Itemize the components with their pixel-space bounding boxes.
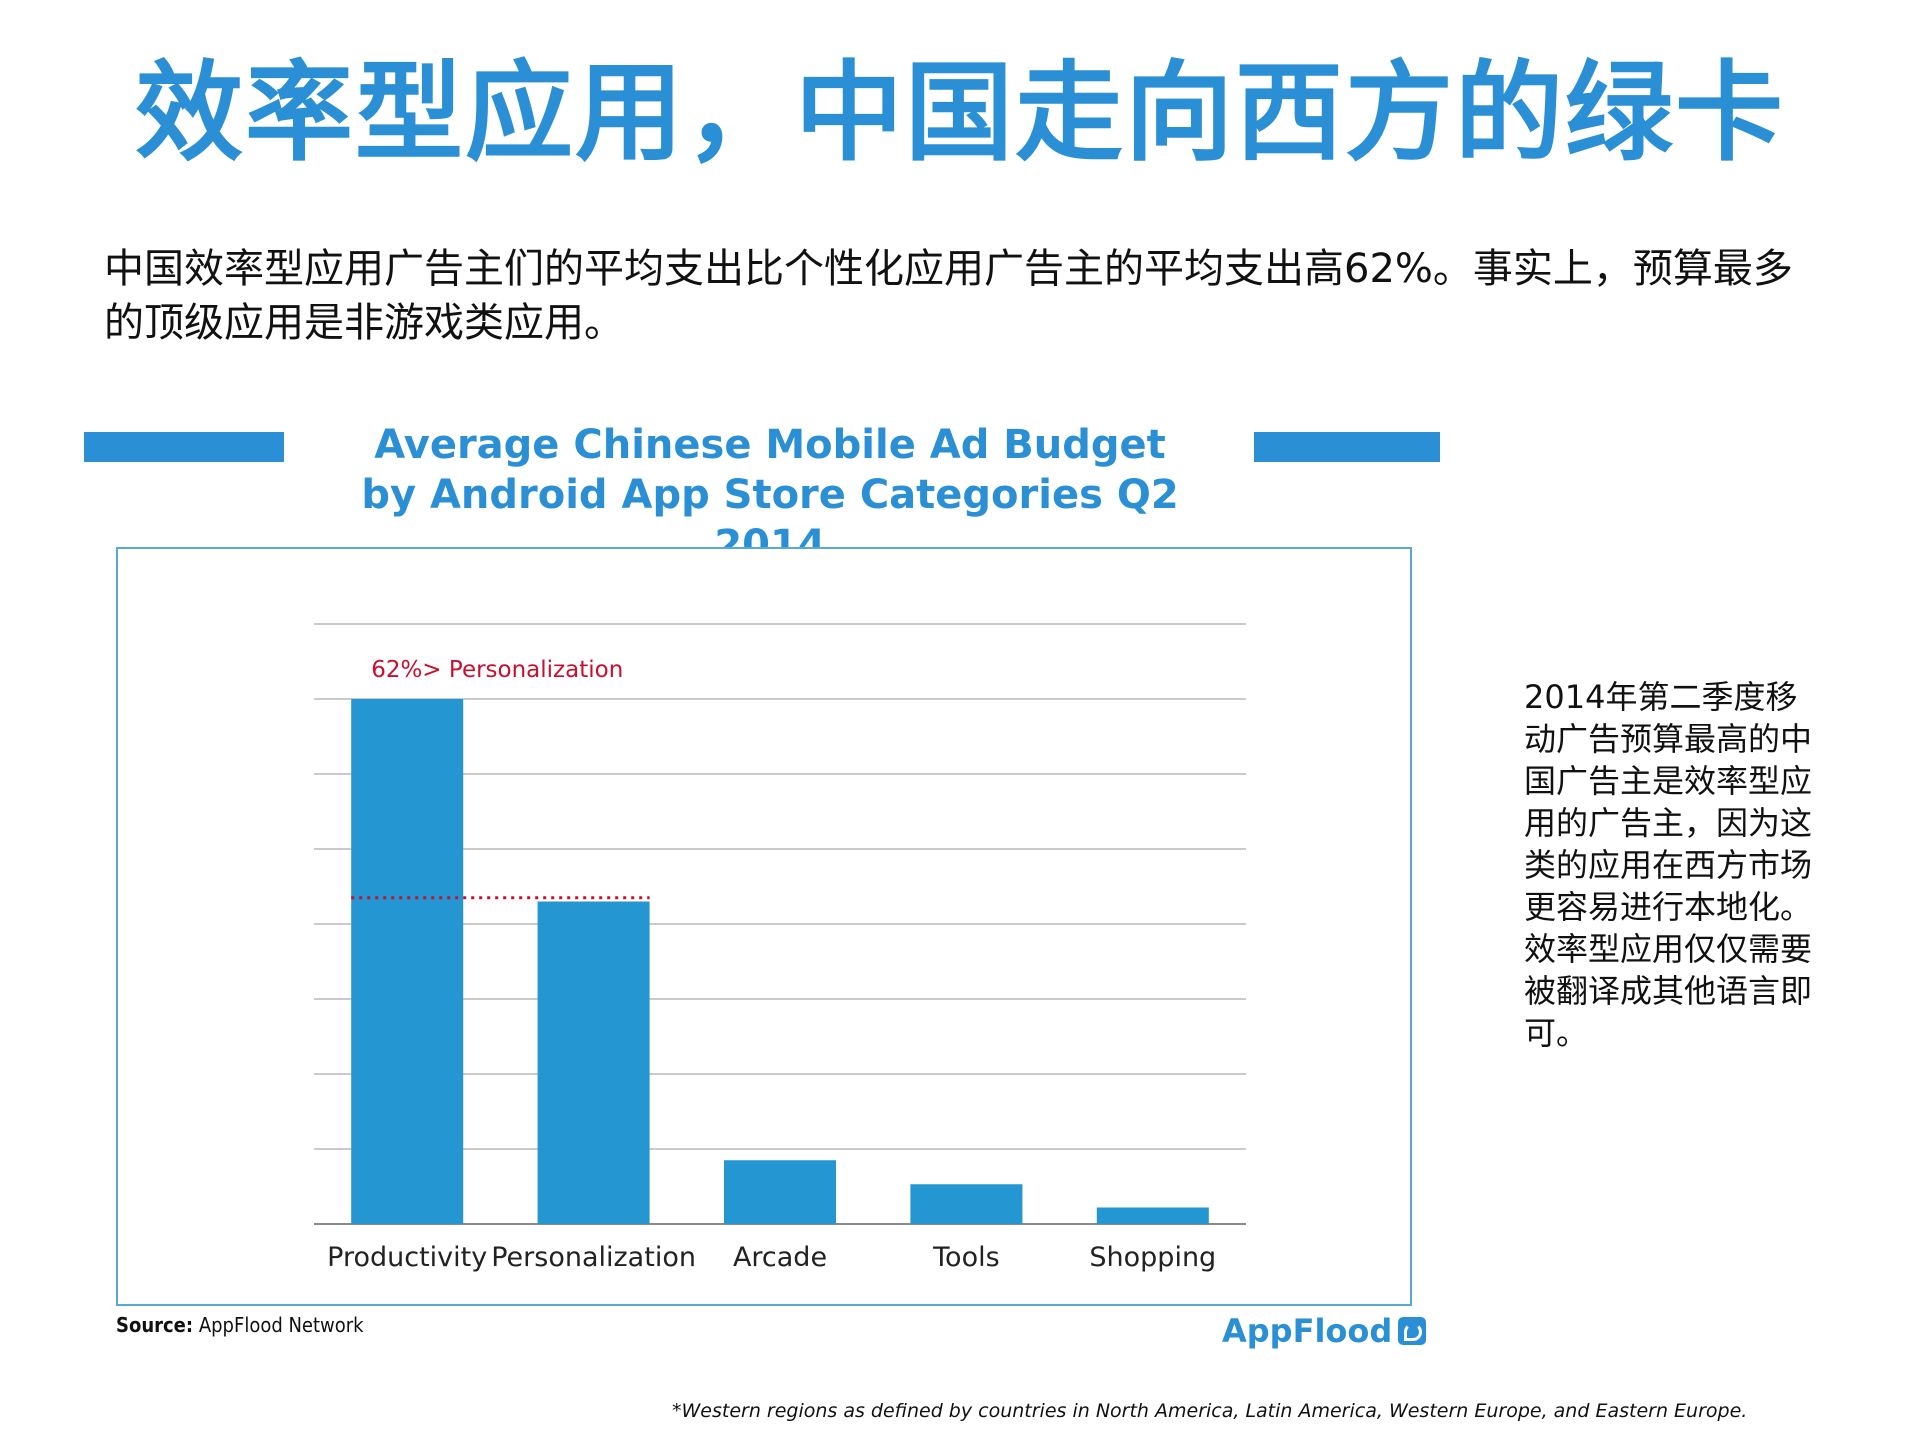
title-accent-bar-left: [84, 432, 284, 462]
source-credit: Source: AppFlood Network: [116, 1313, 364, 1337]
footnote: *Western regions as defined by countries…: [672, 1400, 1748, 1422]
page-title: 效率型应用，中国走向西方的绿卡: [134, 51, 1785, 176]
chart-title-line-2: by Android App Store Categories Q2 2014: [361, 472, 1179, 568]
bar-personalization: [537, 901, 650, 1224]
chart-frame: Productivity Personalization Arcade Tools Sh…: [116, 547, 1412, 1306]
bar-chart: Productivity Personalization Arcade Tools Sh…: [314, 623, 1246, 1273]
x-tick-label-tools: Tools: [932, 1242, 1000, 1273]
x-tick-label-arcade: Arcade: [733, 1242, 827, 1273]
x-tick-label-shopping: Shopping: [1089, 1242, 1216, 1273]
chart-title-line-1: Average Chinese Mobile Ad Budget: [374, 422, 1166, 468]
annotation-label: 62%> Personalization: [371, 657, 623, 683]
source-text: AppFlood Network: [198, 1313, 364, 1337]
bar-tools: [910, 1184, 1023, 1224]
brand-name: AppFlood: [1222, 1312, 1393, 1350]
x-tick-label-productivity: Productivity: [327, 1242, 487, 1273]
bar-arcade: [724, 1160, 836, 1224]
intro-paragraph: 中国效率型应用广告主们的平均支出比个性化应用广告主的平均支出高62%。事实上，预…: [104, 246, 1793, 346]
bar-productivity: [351, 699, 464, 1224]
appflood-logo: AppFlood: [1222, 1312, 1427, 1350]
title-accent-bar-right: [1254, 432, 1440, 462]
side-note: 2014年第二季度移动广告预算最高的中国广告主是效率型应用的广告主，因为这类的应…: [1524, 678, 1813, 1052]
chart-title: Average Chinese Mobile Ad Budget by Andr…: [300, 420, 1240, 570]
appflood-logo-icon: [1398, 1317, 1427, 1345]
x-tick-label-personalization: Personalization: [491, 1242, 696, 1273]
bar-shopping: [1096, 1207, 1209, 1224]
source-label: Source:: [116, 1313, 194, 1337]
